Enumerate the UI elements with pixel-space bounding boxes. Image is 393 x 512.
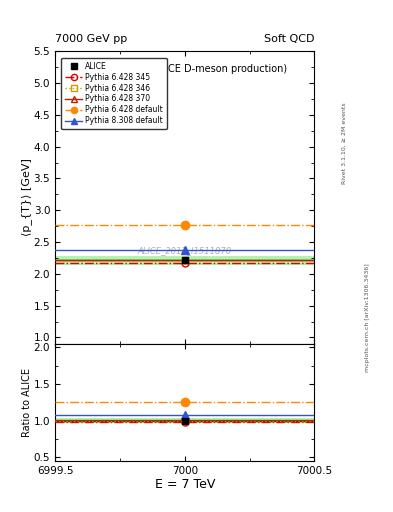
Text: ALICE_2017_I1511870: ALICE_2017_I1511870 [138, 246, 232, 254]
Text: mcplots.cern.ch [arXiv:1306.3436]: mcplots.cern.ch [arXiv:1306.3436] [365, 263, 370, 372]
Bar [55, 257, 314, 265]
Legend: ALICE, Pythia 6.428 345, Pythia 6.428 346, Pythia 6.428 370, Pythia 6.428 defaul: ALICE, Pythia 6.428 345, Pythia 6.428 34… [61, 58, 167, 129]
Y-axis label: ⟨p_{T}⟩ [GeV]: ⟨p_{T}⟩ [GeV] [21, 159, 32, 237]
X-axis label: E = 7 TeV: E = 7 TeV [154, 478, 215, 492]
Bar [55, 418, 314, 423]
Y-axis label: Ratio to ALICE: Ratio to ALICE [22, 368, 32, 437]
Text: mean pT(D°) (ALICE D-meson production): mean pT(D°) (ALICE D-meson production) [83, 65, 287, 74]
Text: Soft QCD: Soft QCD [264, 33, 314, 44]
Text: 7000 GeV pp: 7000 GeV pp [55, 33, 127, 44]
Text: Rivet 3.1.10, ≥ 2M events: Rivet 3.1.10, ≥ 2M events [342, 102, 346, 184]
